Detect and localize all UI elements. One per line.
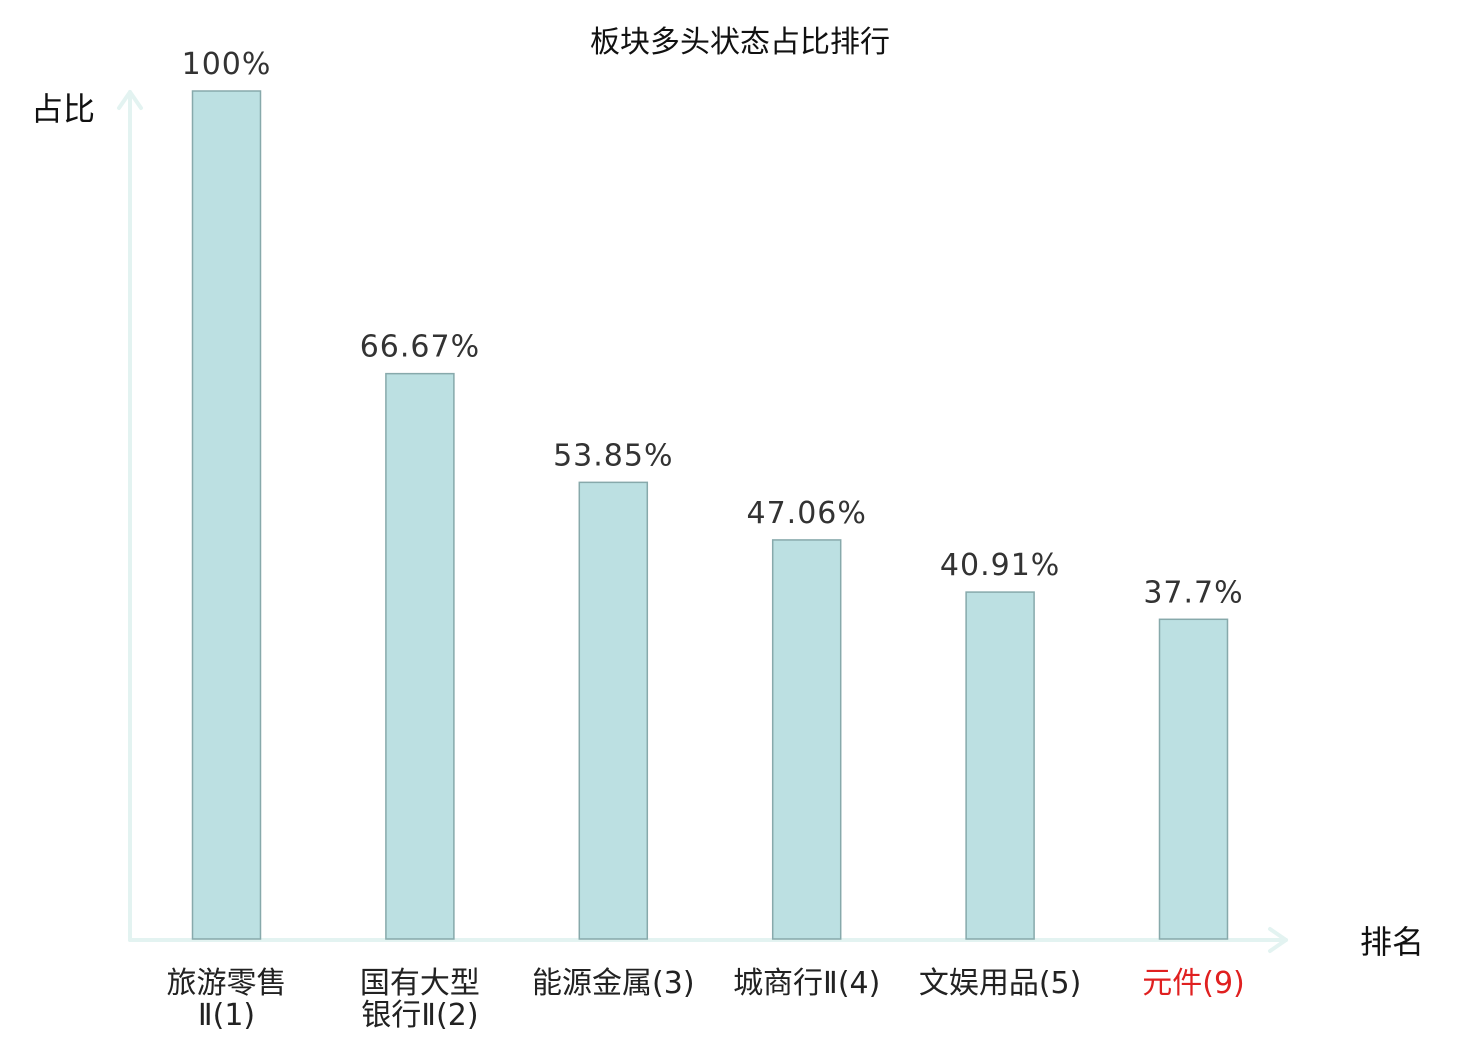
value-label-5: 40.91% bbox=[940, 548, 1060, 583]
category-labels-group: 旅游零售 Ⅱ(1) 国有大型银行Ⅱ(2) 能源金属(3) 城商行Ⅱ(4) 文娱用品(5) 元… bbox=[167, 966, 1245, 1033]
category-label-line: 旅游零售 bbox=[167, 966, 287, 1001]
chart-title: 板块多头状态占比排行 bbox=[590, 25, 890, 60]
category-label-2: 国有大型银行Ⅱ(2) bbox=[360, 966, 480, 1033]
category-label-5: 文娱用品(5) bbox=[919, 966, 1082, 1001]
bar-1 bbox=[191, 90, 262, 940]
value-label-3: 53.85% bbox=[553, 438, 673, 473]
category-label-line: 元件(9) bbox=[1142, 966, 1245, 1001]
category-label-line: 城商行Ⅱ(4) bbox=[733, 966, 880, 1001]
value-label-4: 47.06% bbox=[747, 496, 867, 531]
y-axis-label: 占比 bbox=[31, 90, 95, 128]
category-label-line: 文娱用品(5) bbox=[919, 966, 1082, 1001]
bar-4 bbox=[771, 539, 842, 940]
bar-5 bbox=[965, 591, 1035, 940]
x-axis-arrow bbox=[1268, 927, 1288, 953]
value-label-1: 100% bbox=[182, 47, 272, 82]
bar-3 bbox=[578, 481, 649, 940]
category-label-1: 旅游零售 Ⅱ(1) bbox=[167, 966, 287, 1033]
category-label-6: 元件(9) bbox=[1142, 966, 1245, 1001]
x-axis-label: 排名 bbox=[1360, 923, 1424, 961]
bars-group bbox=[191, 90, 1229, 940]
category-label-3: 能源金属(3) bbox=[532, 966, 695, 1001]
category-label-line: 银行Ⅱ(2) bbox=[361, 998, 478, 1033]
category-label-4: 城商行Ⅱ(4) bbox=[733, 966, 880, 1001]
bar-2 bbox=[385, 372, 455, 940]
value-label-2: 66.67% bbox=[360, 330, 480, 365]
y-axis-arrow bbox=[117, 90, 143, 110]
category-label-line: 国有大型 bbox=[360, 966, 480, 1001]
value-label-6: 37.7% bbox=[1143, 575, 1243, 610]
category-label-line: 能源金属(3) bbox=[532, 966, 695, 1001]
bar-6 bbox=[1158, 618, 1229, 940]
category-label-line: Ⅱ(1) bbox=[198, 998, 255, 1033]
value-labels-group: 100% 66.67% 53.85% 47.06% 40.91% 37.7% bbox=[182, 47, 1243, 610]
